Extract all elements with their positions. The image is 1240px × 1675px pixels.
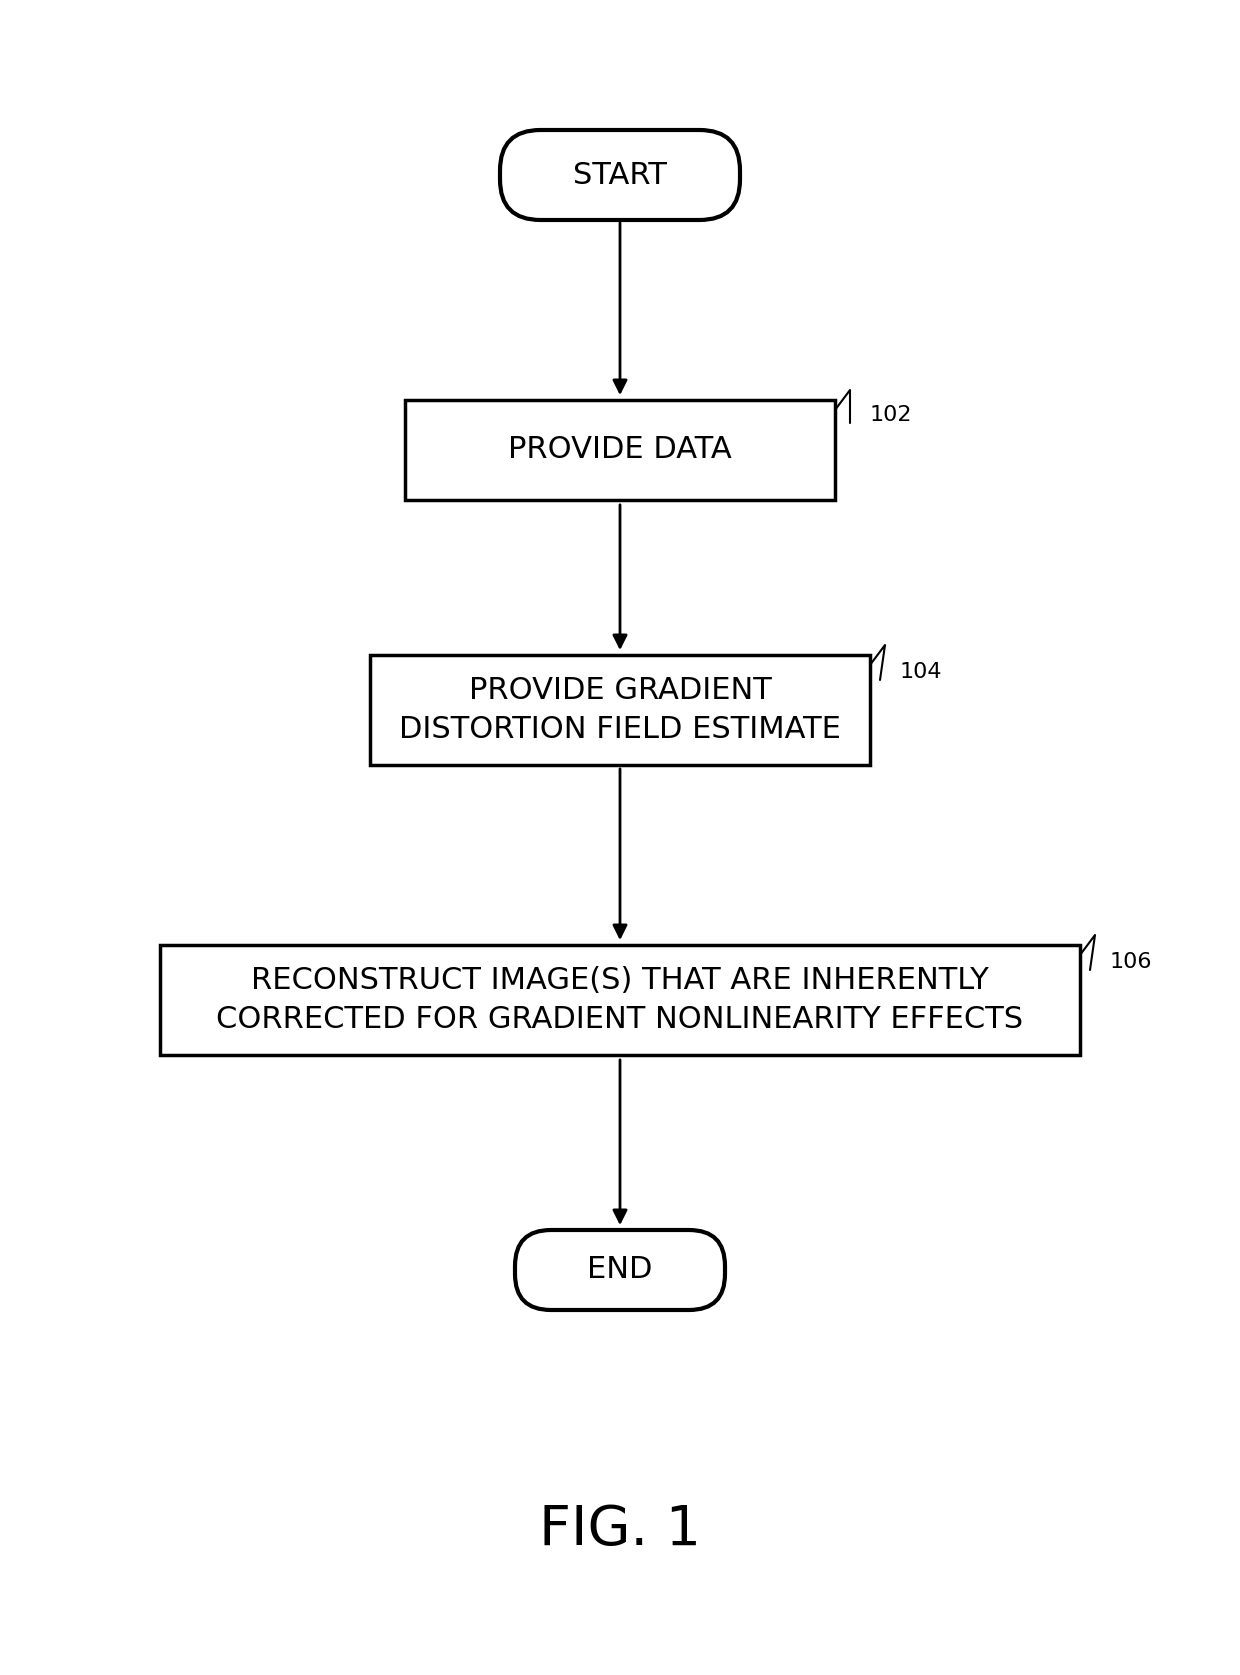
FancyBboxPatch shape bbox=[500, 131, 740, 219]
Text: 106: 106 bbox=[1110, 951, 1152, 971]
FancyBboxPatch shape bbox=[515, 1229, 725, 1310]
Text: 102: 102 bbox=[870, 405, 913, 425]
Text: FIG. 1: FIG. 1 bbox=[539, 1502, 701, 1558]
Bar bbox=[160, 945, 1080, 1055]
Text: END: END bbox=[588, 1256, 652, 1285]
Bar bbox=[370, 655, 870, 765]
Text: PROVIDE GRADIENT
DISTORTION FIELD ESTIMATE: PROVIDE GRADIENT DISTORTION FIELD ESTIMA… bbox=[399, 677, 841, 744]
Bar bbox=[405, 400, 835, 501]
Text: PROVIDE DATA: PROVIDE DATA bbox=[508, 436, 732, 464]
Text: START: START bbox=[573, 161, 667, 189]
Text: 104: 104 bbox=[900, 662, 942, 682]
Text: RECONSTRUCT IMAGE(S) THAT ARE INHERENTLY
CORRECTED FOR GRADIENT NONLINEARITY EFF: RECONSTRUCT IMAGE(S) THAT ARE INHERENTLY… bbox=[217, 966, 1023, 1033]
